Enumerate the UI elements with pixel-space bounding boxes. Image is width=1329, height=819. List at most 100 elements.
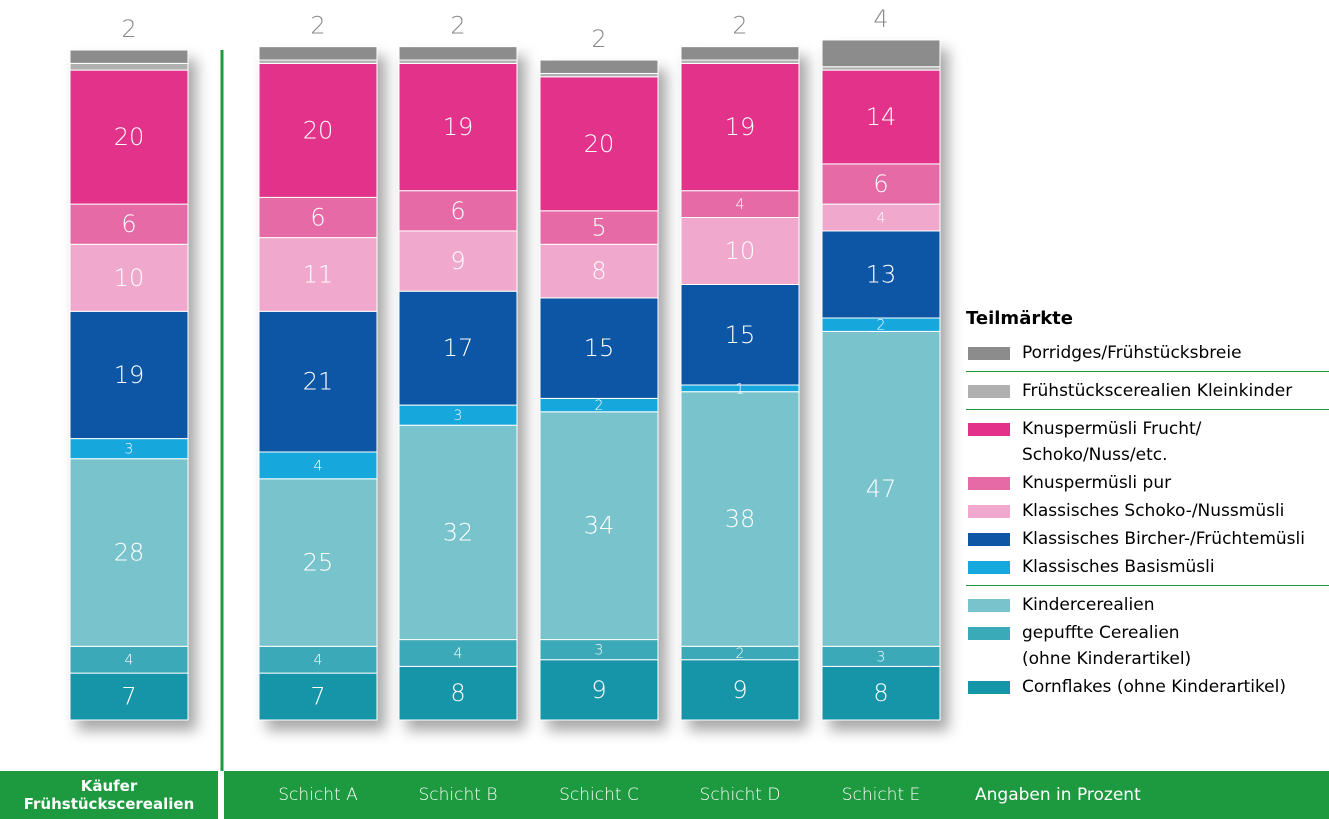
x-tick-label: Schicht D — [699, 785, 781, 805]
bar-stack — [821, 39, 941, 721]
bar-segment — [69, 243, 189, 312]
value-label: 47 — [866, 475, 897, 503]
bar-segment — [398, 639, 518, 667]
value-label: 8 — [873, 679, 888, 707]
value-label: 19 — [725, 113, 756, 141]
value-label: 7 — [121, 683, 136, 711]
value-label: 34 — [584, 512, 615, 540]
value-label: 8 — [591, 257, 606, 285]
bar-segment — [821, 39, 941, 68]
legend-label: Knuspermüsli Frucht/ Schoko/Nuss/etc. — [1022, 419, 1202, 465]
value-label: 4 — [314, 458, 323, 474]
legend-swatch — [968, 505, 1010, 518]
legend-entry: Kindercerealien — [966, 591, 1329, 619]
legend-entry: Frühstückscerealien Kleinkinder — [966, 377, 1329, 410]
value-label: 4 — [125, 653, 134, 669]
legend-label: Knuspermüsli pur — [1022, 473, 1172, 493]
value-label: 4 — [877, 211, 886, 227]
value-label: 7 — [310, 683, 325, 711]
bar-segment — [398, 230, 518, 292]
bar-segment — [69, 49, 189, 64]
bar-segment — [258, 478, 378, 647]
value-label: 2 — [450, 12, 465, 40]
bar-segment — [539, 72, 659, 78]
legend-swatch — [968, 385, 1010, 398]
legend-swatch — [968, 681, 1010, 694]
legend-entry: Knuspermüsli pur — [966, 469, 1329, 497]
value-label: 3 — [125, 442, 134, 458]
bar-segment — [69, 458, 189, 647]
value-label: 2 — [310, 12, 325, 40]
value-label: 9 — [450, 247, 465, 275]
x-tick-label: Schicht E — [841, 785, 921, 805]
bar-segment — [539, 210, 659, 245]
value-label: 11 — [303, 260, 334, 288]
x-tick-label: Käufer Frühstückscerealien — [23, 777, 195, 813]
legend-title: Teilmärkte — [966, 308, 1073, 329]
value-label: 6 — [450, 197, 465, 225]
legend-label: Frühstückscerealien Kleinkinder — [1022, 381, 1293, 401]
legend-swatch — [968, 599, 1010, 612]
bar-segment — [680, 391, 800, 647]
bar-stack — [680, 46, 800, 721]
bar-segment — [539, 659, 659, 721]
legend-swatch — [968, 477, 1010, 490]
bar-segment — [680, 46, 800, 61]
bar-segment — [258, 62, 378, 198]
value-label: 4 — [873, 5, 888, 33]
value-label: 6 — [121, 210, 136, 238]
value-label: 8 — [450, 679, 465, 707]
value-label: 20 — [584, 130, 615, 158]
value-label: 15 — [584, 334, 615, 362]
legend-swatch — [968, 627, 1010, 640]
legend-label: Porridges/Frühstücksbreie — [1022, 343, 1242, 363]
bar-segment — [258, 310, 378, 453]
value-label: 2 — [877, 318, 886, 334]
x-tick-label: Schicht A — [278, 785, 358, 805]
bar-segment — [539, 411, 659, 641]
value-label: 19 — [443, 113, 474, 141]
bar-segment — [258, 196, 378, 239]
bar-segment — [680, 62, 800, 192]
bar-segment — [821, 330, 941, 647]
value-label: 4 — [454, 646, 463, 662]
value-label: 2 — [595, 398, 604, 414]
legend-entry: Klassisches Schoko-/Nussmüsli — [966, 497, 1329, 525]
bar-segment — [258, 237, 378, 312]
legend-entry: Klassisches Bircher-/Früchtemüsli — [966, 525, 1329, 553]
legend-label: Cornflakes (ohne Kinderartikel) — [1022, 677, 1286, 697]
legend-swatch — [968, 423, 1010, 436]
value-label: 2 — [121, 15, 136, 43]
legend: Teilmärkte Porridges/Frühstücksbreie Früh… — [966, 308, 1329, 701]
value-label: 14 — [866, 103, 897, 131]
legend-entry: gepuffte Cerealien (ohne Kinderartikel) — [966, 619, 1329, 673]
bar-segment — [680, 284, 800, 386]
bar-segment — [398, 59, 518, 64]
value-label: 4 — [314, 653, 323, 669]
bar-segment — [680, 659, 800, 721]
bar-segment — [398, 290, 518, 406]
value-label: 28 — [114, 539, 145, 567]
value-label: 6 — [310, 204, 325, 232]
value-label: 21 — [303, 368, 334, 396]
legend-entry: Cornflakes (ohne Kinderartikel) — [966, 673, 1329, 701]
legend-label: Klassisches Basismüsli — [1022, 557, 1215, 577]
value-label: 2 — [732, 12, 747, 40]
value-label: 9 — [732, 676, 747, 704]
value-label: 20 — [114, 123, 145, 151]
bar-segment — [680, 190, 800, 218]
value-label: 2 — [591, 25, 606, 53]
bar-segment — [258, 46, 378, 61]
legend-entry: Klassisches Basismüsli — [966, 553, 1329, 586]
value-label: 9 — [591, 676, 606, 704]
value-label: 2 — [736, 646, 745, 662]
bar-segment — [69, 310, 189, 440]
legend-swatch — [968, 347, 1010, 360]
value-label: 3 — [454, 408, 463, 424]
bar-segment — [680, 59, 800, 64]
bar-segment — [539, 59, 659, 74]
bar-segment — [398, 62, 518, 192]
bar-stack — [69, 49, 189, 721]
